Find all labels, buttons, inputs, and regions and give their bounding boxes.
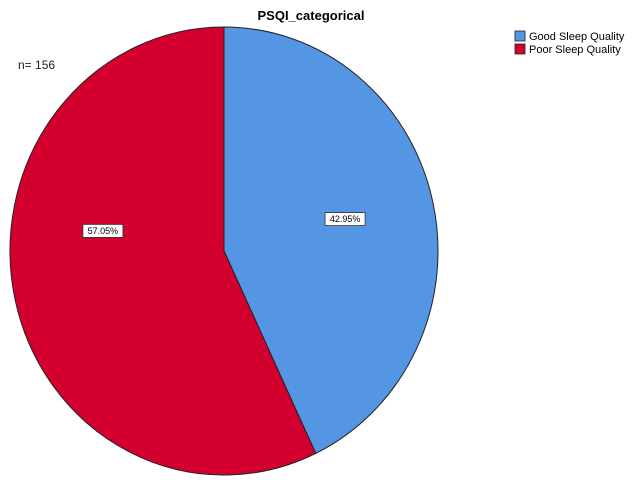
data-label-text: 57.05%	[88, 226, 119, 236]
chart-title: PSQI_categorical	[258, 8, 365, 23]
data-label-poor-sleep-quality: 57.05%	[82, 224, 124, 238]
data-label-good-sleep-quality: 42.95%	[324, 212, 366, 226]
data-label-box	[324, 212, 366, 226]
legend-label-poor-sleep-quality: Poor Sleep Quality	[529, 44, 621, 56]
data-label-text: 42.95%	[330, 214, 361, 224]
data-label-box	[82, 224, 124, 238]
legend-swatch-poor-sleep-quality	[514, 43, 526, 55]
pie-slice-poor-sleep-quality	[9, 26, 317, 476]
slice-labels: 42.95% 57.05%	[82, 212, 366, 238]
pie-slice-good-sleep-quality	[223, 26, 439, 455]
sample-size-label: n= 156	[18, 58, 55, 72]
legend-label-good-sleep-quality: Good Sleep Quality	[529, 31, 625, 43]
legend-swatch-good-sleep-quality	[514, 30, 526, 42]
pie-slices	[9, 26, 439, 476]
